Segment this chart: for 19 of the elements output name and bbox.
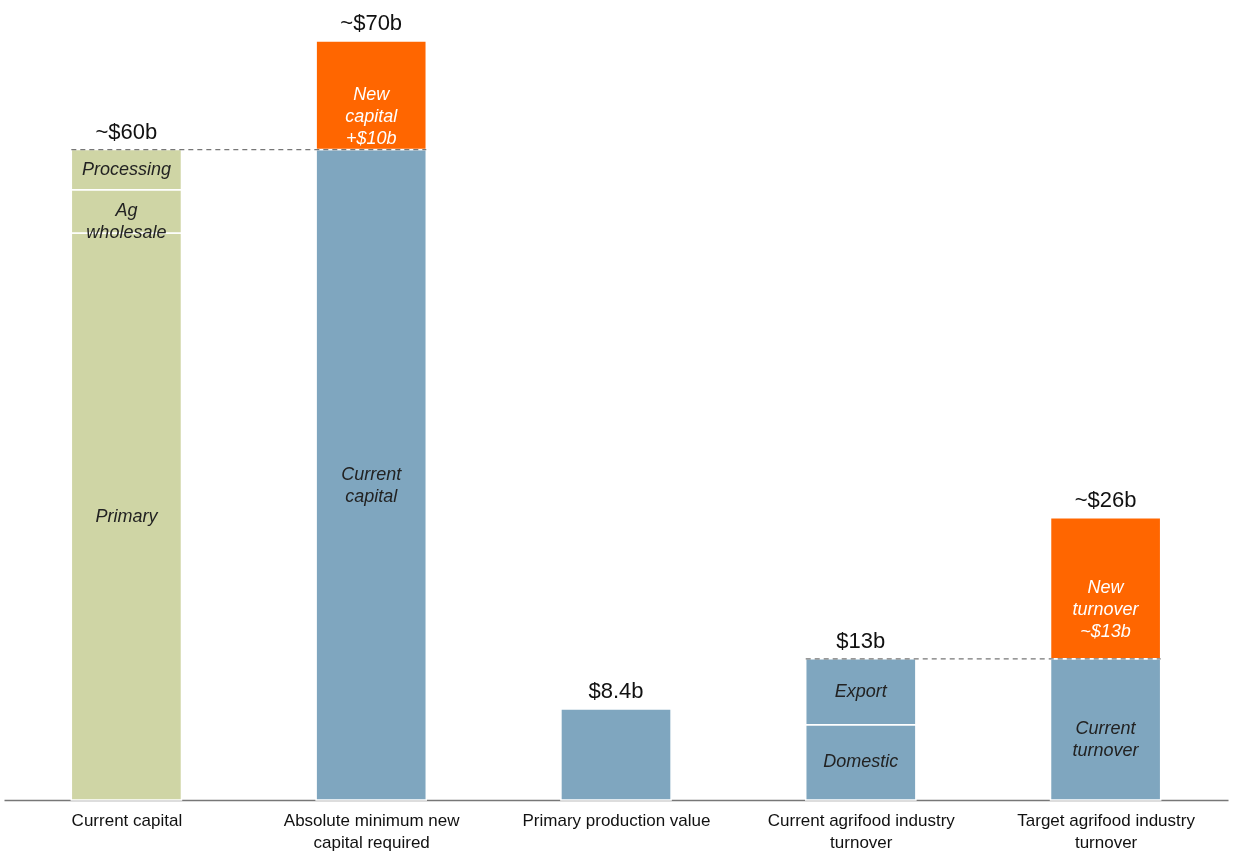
annotation: ~$60b: [95, 118, 158, 144]
x-tick-label: Absolute minimum new capital required: [283, 810, 461, 852]
x-tick-label: Current capital: [71, 810, 183, 830]
annotation: ~$26b: [1074, 486, 1137, 512]
series-label: Current turnover: [1072, 718, 1140, 761]
x-tick-label: Primary production value: [522, 810, 711, 830]
series-label: New turnover ~$13b: [1072, 577, 1140, 642]
series-label: Current capital: [341, 463, 403, 506]
series-label: Domestic: [823, 751, 899, 772]
series-label: New capital +$10b: [345, 84, 399, 149]
series-label: Ag wholesale: [86, 200, 167, 243]
x-tick-label: Current agrifood industry turnover: [767, 810, 956, 852]
annotation: $8.4b: [588, 677, 644, 703]
series-label: Export: [834, 680, 888, 701]
annotation: ~$70b: [340, 10, 403, 35]
x-tick-label: Target agrifood industry turnover: [1017, 810, 1196, 852]
series-label: Processing: [81, 158, 171, 179]
annotation: $13b: [836, 627, 886, 653]
series-label: Primary: [95, 505, 159, 526]
